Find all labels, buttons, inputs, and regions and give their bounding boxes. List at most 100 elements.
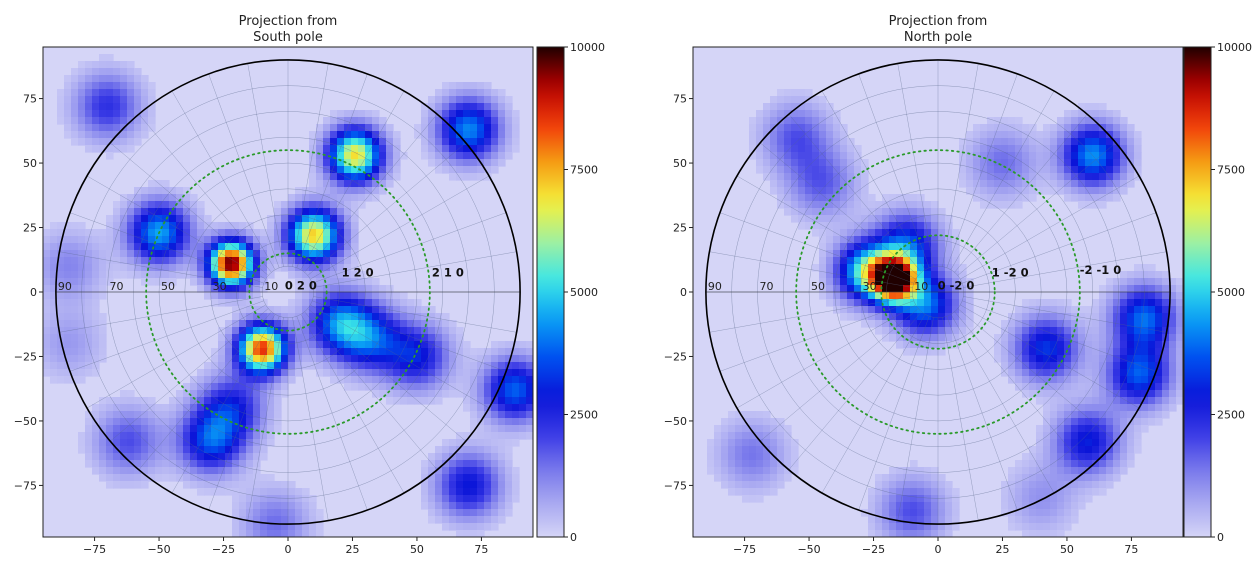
- heatmap-cell: [910, 516, 918, 524]
- heatmap-cell: [281, 222, 289, 230]
- heatmap-cell: [414, 369, 422, 377]
- heatmap-cell: [330, 145, 338, 153]
- heatmap-cell: [456, 474, 464, 482]
- heatmap-cell: [882, 292, 890, 300]
- heatmap-cell: [1092, 383, 1100, 391]
- heatmap-cell: [260, 264, 268, 272]
- heatmap-cell: [435, 327, 443, 335]
- heatmap-cell: [491, 495, 499, 503]
- heatmap-cell: [421, 138, 429, 146]
- heatmap-cell: [442, 362, 450, 370]
- heatmap-cell: [85, 243, 93, 251]
- heatmap-cell: [742, 425, 750, 433]
- heatmap-cell: [267, 306, 275, 314]
- heatmap-cell: [896, 201, 904, 209]
- heatmap-cell: [1099, 481, 1107, 489]
- heatmap-cell: [239, 467, 247, 475]
- heatmap-cell: [442, 327, 450, 335]
- heatmap-cell: [323, 313, 331, 321]
- heatmap-cell: [435, 355, 443, 363]
- heatmap-cell: [484, 96, 492, 104]
- heatmap-cell: [344, 285, 352, 293]
- heatmap-cell: [64, 369, 72, 377]
- heatmap-cell: [470, 124, 478, 132]
- heatmap-cell: [295, 495, 303, 503]
- heatmap-cell: [141, 432, 149, 440]
- heatmap-cell: [449, 481, 457, 489]
- heatmap-cell: [127, 131, 135, 139]
- heatmap-cell: [798, 138, 806, 146]
- heatmap-cell: [840, 159, 848, 167]
- heatmap-cell: [798, 159, 806, 167]
- heatmap-cell: [358, 194, 366, 202]
- heatmap-cell: [1134, 418, 1142, 426]
- heatmap-cell: [456, 467, 464, 475]
- heatmap-cell: [281, 495, 289, 503]
- heatmap-cell: [386, 383, 394, 391]
- heatmap-cell: [938, 306, 946, 314]
- heatmap-cell: [833, 264, 841, 272]
- heatmap-cell: [1064, 404, 1072, 412]
- heatmap-cell: [141, 460, 149, 468]
- heatmap-cell: [288, 201, 296, 209]
- heatmap-cell: [1085, 411, 1093, 419]
- heatmap-cell: [868, 278, 876, 286]
- heatmap-cell: [1022, 383, 1030, 391]
- y-tick-label: 50: [673, 157, 687, 170]
- heatmap-cell: [323, 166, 331, 174]
- heatmap-cell: [316, 509, 324, 517]
- grid-spoke: [313, 296, 517, 333]
- heatmap-cell: [155, 194, 163, 202]
- radial-label: 90: [58, 280, 72, 293]
- heatmap-cell: [85, 89, 93, 97]
- heatmap-cell: [463, 474, 471, 482]
- heatmap-cell: [1071, 145, 1079, 153]
- heatmap-cell: [253, 446, 261, 454]
- heatmap-cell: [470, 369, 478, 377]
- heatmap-cell: [903, 250, 911, 258]
- heatmap-cell: [498, 341, 506, 349]
- heatmap-cell: [1050, 152, 1058, 160]
- heatmap-cell: [1064, 327, 1072, 335]
- heatmap-cell: [1155, 334, 1163, 342]
- heatmap-cell: [889, 320, 897, 328]
- heatmap-cell: [1043, 488, 1051, 496]
- heatmap-cell: [134, 404, 142, 412]
- heatmap-cell: [92, 362, 100, 370]
- heatmap-cell: [1155, 390, 1163, 398]
- heatmap-cell: [113, 201, 121, 209]
- heatmap-cell: [491, 509, 499, 517]
- grid-spoke: [963, 251, 1167, 288]
- heatmap-cell: [1022, 474, 1030, 482]
- heatmap-cell: [1036, 474, 1044, 482]
- heatmap-cell: [1022, 348, 1030, 356]
- grid-spoke: [138, 114, 272, 273]
- heatmap-cell: [71, 362, 79, 370]
- heatmap-cell: [449, 103, 457, 111]
- heatmap-cell: [393, 138, 401, 146]
- heatmap-cell: [1043, 152, 1051, 160]
- heatmap-cell: [924, 327, 932, 335]
- heatmap-cell: [1099, 320, 1107, 328]
- heatmap-cell: [281, 243, 289, 251]
- heatmap-cell: [498, 418, 506, 426]
- heatmap-cell: [903, 509, 911, 517]
- heatmap-cell: [78, 327, 86, 335]
- heatmap-cell: [295, 264, 303, 272]
- heatmap-cell: [225, 292, 233, 300]
- heatmap-cell: [847, 166, 855, 174]
- heatmap-cell: [85, 250, 93, 258]
- heatmap-cell: [1162, 348, 1170, 356]
- heatmap-cell: [337, 215, 345, 223]
- heatmap-cell: [1169, 341, 1177, 349]
- heatmap-cell: [1169, 299, 1177, 307]
- heatmap-cell: [875, 523, 883, 531]
- heatmap-cell: [847, 243, 855, 251]
- heatmap-cell: [1078, 166, 1086, 174]
- heatmap-cell: [1169, 327, 1177, 335]
- heatmap-cell: [141, 278, 149, 286]
- heatmap-cell: [1148, 334, 1156, 342]
- heatmap-cell: [246, 516, 254, 524]
- heatmap-cell: [120, 215, 128, 223]
- heatmap-cell: [707, 467, 715, 475]
